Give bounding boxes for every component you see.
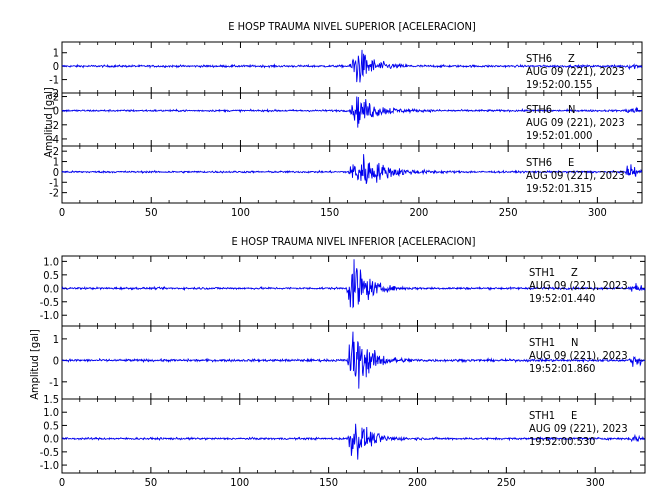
- station-name: STH6: [526, 103, 552, 116]
- record-date: AUG 09 (221), 2023: [529, 279, 628, 292]
- component-name: E: [568, 156, 574, 169]
- y-tick-label: -1: [49, 176, 59, 189]
- x-tick-label: 50: [145, 476, 158, 489]
- y-axis-label: Amplitud [gal]: [28, 329, 41, 400]
- station-name: STH6: [526, 156, 552, 169]
- x-tick-label: 0: [59, 206, 65, 219]
- record-time: 19:52:00.155: [526, 78, 592, 91]
- y-tick-label: 0.5: [43, 419, 59, 432]
- component-name: N: [571, 336, 578, 349]
- y-tick-label: -0.5: [40, 296, 59, 309]
- y-tick-label: -2: [49, 119, 59, 132]
- x-tick-label: 250: [497, 476, 516, 489]
- waveform-sth1-n: [61, 331, 646, 389]
- y-tick-label: -1.0: [40, 309, 59, 322]
- y-tick-label: -2: [49, 87, 59, 100]
- panel-frame: [61, 145, 643, 204]
- x-tick-label: 100: [230, 476, 249, 489]
- waveform-sth6-n: [61, 96, 643, 128]
- record-date: AUG 09 (221), 2023: [529, 349, 628, 362]
- x-tick-label: 150: [319, 476, 338, 489]
- y-tick-label: 0: [53, 60, 59, 73]
- waveform-sth1-z: [61, 259, 646, 309]
- y-tick-label: 1: [53, 156, 59, 169]
- record-date: AUG 09 (221), 2023: [526, 116, 625, 129]
- x-tick-label: 150: [320, 206, 339, 219]
- component-name: N: [568, 103, 575, 116]
- component-name: Z: [568, 52, 575, 65]
- record-date: AUG 09 (221), 2023: [526, 169, 625, 182]
- y-tick-label: 1.0: [43, 255, 59, 268]
- y-tick-label: -1: [49, 376, 59, 389]
- record-time: 19:52:01.315: [526, 182, 592, 195]
- y-tick-label: 0.5: [43, 269, 59, 282]
- x-tick-label: 200: [408, 476, 427, 489]
- y-tick-label: 1.5: [43, 393, 59, 406]
- chart-2: E HOSP TRAUMA NIVEL INFERIOR [ACELERACIO…: [28, 235, 646, 489]
- x-tick-label: 0: [59, 476, 65, 489]
- station-name: STH1: [529, 336, 555, 349]
- x-tick-label: 200: [409, 206, 428, 219]
- record-time: 19:52:00.530: [529, 435, 595, 448]
- y-tick-label: -0.5: [40, 446, 59, 459]
- waveform-sth1-e: [61, 423, 646, 460]
- y-axis-label: Amplitud [gal]: [42, 87, 55, 158]
- panel-frame: [61, 398, 646, 474]
- x-tick-label: 300: [586, 476, 605, 489]
- y-tick-label: 0: [53, 105, 59, 118]
- y-tick-label: 0: [53, 354, 59, 367]
- record-date: AUG 09 (221), 2023: [529, 422, 628, 435]
- y-tick-label: -1: [49, 74, 59, 87]
- waveform-sth6-e: [61, 154, 643, 185]
- y-tick-label: 1: [53, 333, 59, 346]
- record-time: 19:52:01.440: [529, 292, 595, 305]
- chart-title: E HOSP TRAUMA NIVEL INFERIOR [ACELERACIO…: [231, 235, 475, 248]
- station-name: STH1: [529, 409, 555, 422]
- component-name: Z: [571, 266, 578, 279]
- chart-1: E HOSP TRAUMA NIVEL SUPERIOR [ACELERACIO…: [42, 20, 643, 219]
- station-name: STH6: [526, 52, 552, 65]
- x-tick-label: 50: [145, 206, 158, 219]
- record-time: 19:52:01.860: [529, 362, 595, 375]
- x-tick-label: 250: [499, 206, 518, 219]
- x-tick-label: 300: [588, 206, 607, 219]
- y-tick-label: 0.0: [43, 282, 59, 295]
- y-tick-label: -2: [49, 187, 59, 200]
- record-time: 19:52:01.000: [526, 129, 592, 142]
- y-tick-label: 1.0: [43, 406, 59, 419]
- y-tick-label: 2: [53, 91, 59, 104]
- y-tick-label: -4: [49, 133, 59, 146]
- chart-title: E HOSP TRAUMA NIVEL SUPERIOR [ACELERACIO…: [228, 20, 476, 33]
- y-tick-label: 1: [53, 47, 59, 60]
- y-tick-label: 2: [53, 145, 59, 158]
- x-tick-label: 100: [231, 206, 250, 219]
- record-date: AUG 09 (221), 2023: [526, 65, 625, 78]
- station-name: STH1: [529, 266, 555, 279]
- y-tick-label: 0.0: [43, 433, 59, 446]
- y-tick-label: -1.0: [40, 459, 59, 472]
- waveform-sth6-z: [61, 49, 643, 83]
- component-name: E: [571, 409, 577, 422]
- y-tick-label: 0: [53, 166, 59, 179]
